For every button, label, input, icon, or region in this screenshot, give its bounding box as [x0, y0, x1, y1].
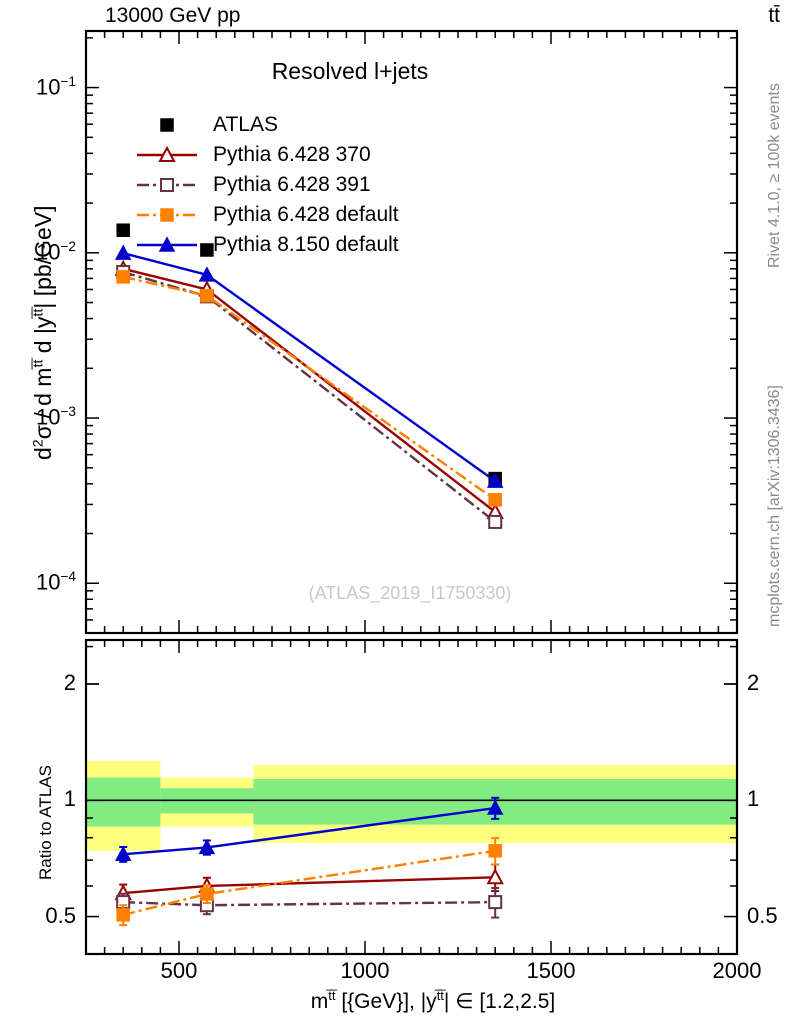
generator-note: Rivet 4.1.0, ≥ 100k events	[766, 83, 783, 268]
legend-label: Pythia 6.428 default	[213, 203, 399, 226]
data-point-pythia-8-150-default-2	[486, 472, 504, 488]
legend-label: Pythia 6.428 391	[213, 173, 371, 196]
ratio-y-tick-label-right-0: 2	[747, 670, 760, 695]
beam-energy-label: 13000 GeV pp	[105, 4, 241, 27]
main-y-tick-label-3: 10−4	[35, 569, 76, 595]
ratio-point-pythia-6-428-default-1	[200, 887, 214, 901]
analysis-watermark: (ATLAS_2019_I1750330)	[308, 583, 512, 603]
ratio-point-pythia-6-428-default-0	[116, 908, 130, 922]
ratio-y-tick-label-left-1: 1	[63, 786, 76, 812]
legend-label: Pythia 8.150 default	[213, 233, 399, 256]
data-point-pythia-6-428-370-2	[486, 502, 504, 519]
ratio-line-pythia-6-428-default	[122, 849, 496, 917]
legend-key-0	[160, 118, 174, 132]
ratio-point-pythia-6-428-391-1	[199, 898, 214, 913]
x-tick-label-0: 500	[160, 958, 198, 983]
ratio-point-pythia-6-428-370-0	[114, 884, 132, 901]
series-line-pythia-8-150-default	[122, 252, 496, 483]
credit-note: mcplots.cern.ch [arXiv:1306.3436]	[766, 385, 783, 627]
main-y-tick-label-1: 10−2	[35, 238, 76, 265]
data-point-atlas-2	[488, 471, 502, 486]
main-y-tick-label-2: 10−3	[35, 404, 76, 430]
process-label-text: tt̄	[768, 4, 780, 27]
legend-item-atlas[interactable]: ATLAS	[135, 110, 399, 140]
data-point-pythia-6-428-391-0	[116, 265, 131, 280]
x-tick-label-2: 1500	[526, 958, 576, 983]
legend-key-1	[137, 145, 197, 162]
main-y-tick-label-0: 10−1	[35, 73, 76, 99]
legend-key-4	[137, 236, 197, 252]
legend-marker	[160, 208, 174, 222]
ratio-point-pythia-6-428-370-1	[198, 876, 216, 893]
ratio-point-pythia-8-150-default-1	[198, 838, 216, 855]
series-line-pythia-6-428-370	[122, 267, 496, 513]
legend-item-pythia-6-428-391[interactable]: Pythia 6.428 391	[135, 170, 399, 200]
legend-label: Pythia 6.428 370	[213, 143, 371, 166]
ratio-point-pythia-8-150-default-2	[486, 799, 504, 815]
ratio-y-tick-label-left-0: 2	[63, 670, 76, 695]
legend: ATLAS Pythia 6.428 370 Pythia 6.428 391 Pyt…	[135, 110, 399, 260]
ratio-band-outer-2	[253, 764, 737, 844]
data-point-pythia-8-150-default-0	[114, 244, 132, 260]
data-point-pythia-6-428-370-1	[198, 280, 216, 297]
ratio-point-pythia-6-428-391-2	[488, 895, 503, 910]
ratio-band-inner-2	[253, 779, 737, 825]
x-tick-label-1: 1000	[340, 958, 390, 983]
data-point-pythia-6-428-370-0	[114, 259, 132, 276]
ratio-band-outer-1	[160, 777, 254, 827]
legend-label: ATLAS	[213, 113, 278, 136]
legend-marker	[158, 145, 176, 162]
data-point-pythia-6-428-default-1	[200, 288, 214, 303]
process-label: tt̄	[768, 4, 780, 28]
data-point-atlas-0	[116, 223, 130, 237]
ratio-band-inner-0	[86, 777, 161, 827]
series-line-pythia-6-428-default	[122, 275, 496, 501]
x-tick-label-3: 2000	[712, 958, 762, 983]
ratio-band-inner-1	[160, 788, 254, 814]
legend-key-2	[137, 178, 197, 192]
legend-item-pythia-6-428-370[interactable]: Pythia 6.428 370	[135, 140, 399, 170]
ratio-point-pythia-6-428-370-2	[486, 868, 504, 885]
ratio-y-tick-label-right-2: 0.5	[747, 902, 778, 928]
series-line-pythia-6-428-391	[122, 270, 496, 523]
legend-item-pythia-6-428-default[interactable]: Pythia 6.428 default	[135, 200, 399, 230]
ratio-y-tick-label-left-2: 0.5	[45, 902, 76, 928]
ratio-band-outer-0	[86, 760, 161, 851]
data-point-pythia-6-428-default-2	[488, 493, 502, 507]
ratio-point-pythia-6-428-391-0	[116, 895, 131, 910]
ratio-line-pythia-6-428-391	[123, 900, 496, 907]
ratio-line-pythia-8-150-default	[123, 806, 496, 856]
legend-marker	[160, 178, 174, 192]
data-point-pythia-8-150-default-1	[198, 266, 216, 282]
data-point-pythia-6-428-391-1	[199, 289, 214, 304]
ratio-point-pythia-6-428-default-2	[488, 844, 502, 858]
page-title: Resolved l+jets	[271, 58, 429, 84]
legend-key-3	[137, 208, 197, 222]
data-point-pythia-6-428-default-0	[116, 270, 130, 284]
ratio-y-tick-label-right-1: 1	[747, 786, 760, 812]
ratio-line-pythia-6-428-370	[123, 876, 496, 895]
legend-marker	[160, 118, 174, 132]
legend-item-pythia-8-150-default[interactable]: Pythia 8.150 default	[135, 230, 399, 260]
ratio-panel-frame	[84, 638, 739, 956]
ratio-y-axis-label: Ratio to ATLAS	[36, 765, 55, 880]
x-axis-label: mt̅t̅ [{GeV}], |yt̅t̅| ∈ [1.2,2.5]	[310, 988, 556, 1013]
legend-marker	[158, 236, 176, 252]
data-point-pythia-6-428-391-2	[488, 514, 503, 529]
ratio-point-pythia-8-150-default-0	[114, 845, 132, 861]
